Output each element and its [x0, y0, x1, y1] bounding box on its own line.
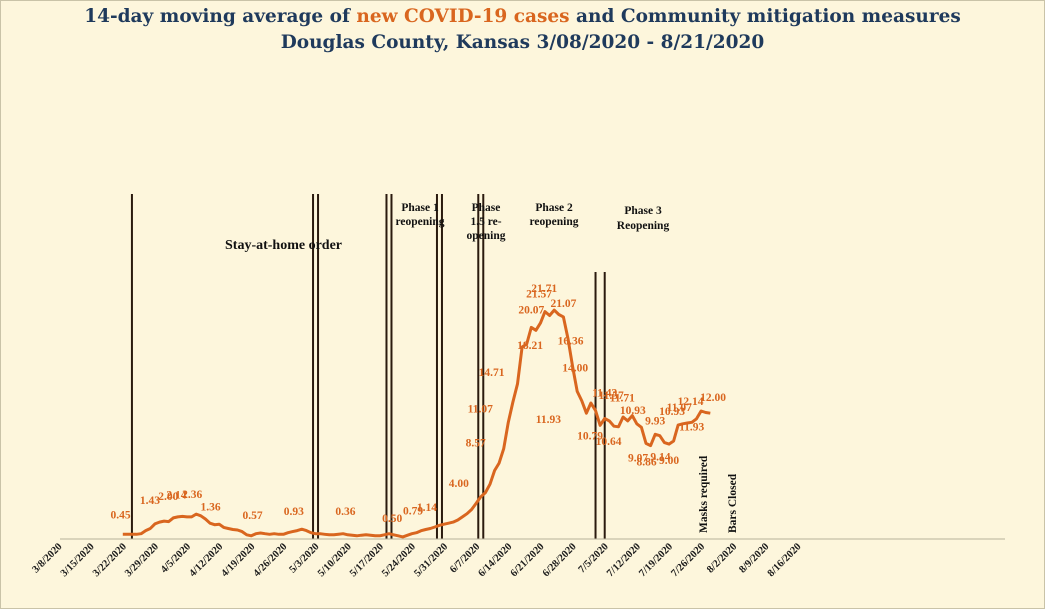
data-label: 11.93 [536, 414, 561, 426]
phase3-label-line1: Phase 3 [624, 205, 662, 217]
data-label: 11.93 [679, 422, 704, 434]
x-tick-label: 8/2/2020 [705, 541, 739, 575]
masks-required-label: Masks required [698, 455, 710, 533]
data-label: 12.14 [678, 396, 704, 408]
data-label: 8.86 [637, 457, 657, 469]
x-tick-label: 3/15/2020 [59, 541, 97, 579]
data-label: 0.79 [403, 506, 423, 518]
data-label: 11.43 [592, 388, 617, 400]
data-label: 1.43 [140, 495, 160, 507]
data-label: 21.07 [550, 298, 576, 310]
x-tick-label: 5/10/2020 [316, 541, 354, 579]
data-label: 14.71 [479, 367, 505, 379]
title-part-1: 14-day moving average of [84, 6, 357, 27]
data-label: 21.57 [526, 289, 552, 301]
data-label: 9.07 [628, 452, 648, 464]
title-part-accent: new COVID-19 cases [356, 6, 570, 27]
data-label: 11.07 [468, 403, 493, 415]
data-label: 9.93 [645, 415, 665, 427]
data-label: 0.45 [110, 509, 130, 521]
x-tick-label: 6/14/2020 [477, 541, 515, 579]
phase3-label-line2: Reopening [617, 220, 670, 232]
event-annotations: Stay-at-home order Phase 1 reopening Pha… [225, 202, 739, 533]
data-label: 10.93 [659, 406, 685, 418]
data-label: 10.64 [596, 436, 622, 448]
data-label: 21.71 [531, 283, 557, 295]
chart-title: 14-day moving average of new COVID-19 ca… [0, 6, 1045, 27]
data-label: 0.57 [242, 510, 262, 522]
data-label: 1.36 [201, 502, 221, 514]
data-label: 12.00 [700, 392, 726, 404]
data-label: 2.14 [166, 489, 186, 501]
data-label: 8.57 [466, 438, 486, 450]
data-label: 2.00 [158, 491, 178, 503]
data-label: 9.00 [659, 455, 679, 467]
stay-at-home-label: Stay-at-home order [225, 238, 342, 253]
x-tick-label: 7/19/2020 [637, 541, 675, 579]
x-tick-label: 5/17/2020 [348, 541, 386, 579]
data-label: 4.00 [449, 478, 469, 490]
x-tick-label: 4/19/2020 [220, 541, 258, 579]
data-labels: 0.45 1.432.002.142.361.36 0.57 0.93 0.36 0.50… [110, 283, 726, 525]
bars-closed-label: Bars Closed [727, 473, 739, 533]
phase2-label-line1: Phase 2 [535, 202, 573, 214]
data-label: 11.07 [667, 402, 692, 414]
data-label: 10.79 [577, 430, 603, 442]
x-tick-label: 7/26/2020 [669, 541, 707, 579]
x-tick-label: 7/12/2020 [605, 541, 643, 579]
data-label: 0.93 [284, 506, 304, 518]
x-tick-labels: 3/8/20203/15/20203/22/20203/29/20204/5/2… [30, 541, 803, 579]
phase15-label-line1: Phase [472, 202, 501, 214]
data-label: 0.36 [335, 506, 355, 518]
title-part-2: and Community mitigation measures [569, 6, 961, 27]
data-label: 11.57 [598, 390, 623, 402]
data-label: 0.50 [382, 513, 402, 525]
x-tick-label: 4/12/2020 [187, 541, 225, 579]
data-label: 9.14 [650, 452, 670, 464]
event-lines [130, 194, 606, 539]
data-label: 2.36 [182, 489, 202, 501]
data-label: 11.71 [610, 393, 635, 405]
x-tick-label: 3/29/2020 [123, 541, 161, 579]
x-tick-label: 3/22/2020 [91, 541, 129, 579]
x-tick-label: 5/31/2020 [412, 541, 450, 579]
series-line [122, 308, 711, 539]
data-label: 14.00 [562, 362, 588, 374]
data-label: 20.07 [518, 304, 544, 316]
phase2-label-line2: reopening [530, 216, 579, 228]
x-tick-label: 8/16/2020 [766, 541, 804, 579]
x-tick-label: 6/28/2020 [541, 541, 579, 579]
x-tick-label: 5/24/2020 [380, 541, 418, 579]
phase1-label-line1: Phase 1 [401, 202, 439, 214]
x-tick-label: 4/26/2020 [252, 541, 290, 579]
chart-subtitle: Douglas County, Kansas 3/08/2020 - 8/21/… [280, 32, 765, 53]
phase15-label-line3: opening [467, 230, 506, 242]
phase15-label-line2: 1.5 re- [470, 216, 501, 228]
data-label: 1.14 [417, 502, 437, 514]
data-label: 16.36 [558, 336, 584, 348]
x-tick-label: 6/21/2020 [509, 541, 547, 579]
data-label: 10.93 [620, 405, 646, 417]
data-label: 18.21 [517, 340, 543, 352]
phase1-label-line2: reopening [396, 216, 445, 228]
